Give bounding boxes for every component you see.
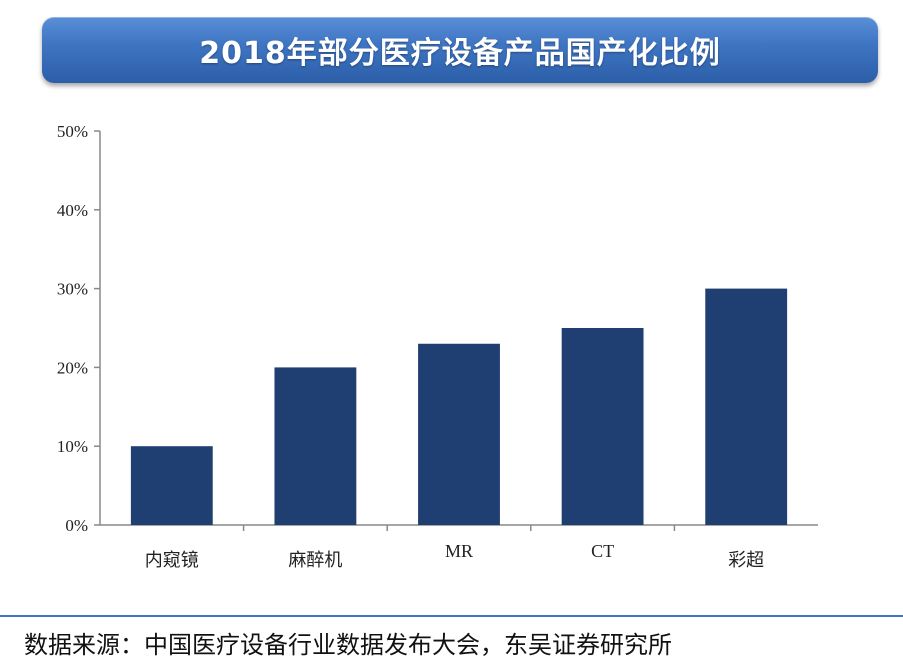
y-tick-label: 20% bbox=[57, 358, 88, 377]
bar bbox=[561, 328, 644, 525]
y-tick-label: 0% bbox=[65, 516, 88, 535]
y-tick-label: 40% bbox=[57, 201, 88, 220]
title-banner: 2018年部分医疗设备产品国产化比例 bbox=[42, 17, 878, 83]
y-tick-label: 50% bbox=[57, 122, 88, 141]
bar bbox=[418, 343, 500, 525]
bar bbox=[705, 288, 788, 525]
source-divider bbox=[0, 615, 903, 617]
x-tick-label: 彩超 bbox=[728, 550, 764, 571]
x-tick-label: CT bbox=[591, 541, 614, 561]
chart-title: 2018年部分医疗设备产品国产化比例 bbox=[199, 36, 721, 71]
y-tick-label: 10% bbox=[57, 437, 88, 456]
x-tick-label: MR bbox=[445, 541, 473, 561]
bar bbox=[274, 367, 357, 525]
y-tick-label: 30% bbox=[57, 280, 88, 299]
bar-chart: 0% 10% 20% 30% 40% 50% 内窥镜 麻醉机 MR CT 彩超 bbox=[57, 122, 818, 571]
x-tick-label: 内窥镜 bbox=[145, 550, 199, 571]
source-note: 数据来源：中国医疗设备行业数据发布大会，东吴证券研究所 bbox=[24, 631, 672, 659]
x-tick-label: 麻醉机 bbox=[288, 550, 342, 571]
bar bbox=[130, 446, 213, 525]
